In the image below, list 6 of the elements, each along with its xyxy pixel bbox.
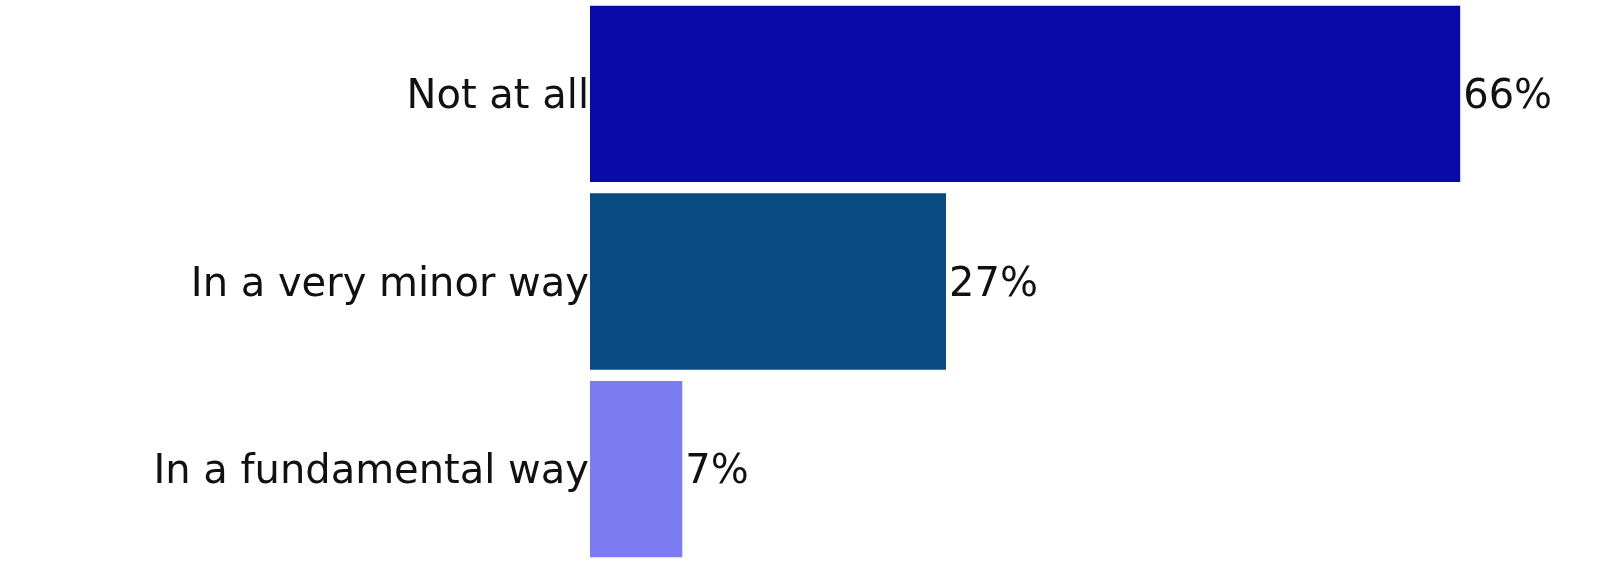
data-label: 7% (685, 446, 749, 493)
y-tick-label: In a very minor way (190, 258, 589, 305)
data-label: 27% (948, 258, 1038, 305)
y-tick-label: In a fundamental way (153, 446, 589, 493)
y-tick-label: Not at all (406, 70, 589, 117)
data-label: 66% (1463, 70, 1553, 117)
